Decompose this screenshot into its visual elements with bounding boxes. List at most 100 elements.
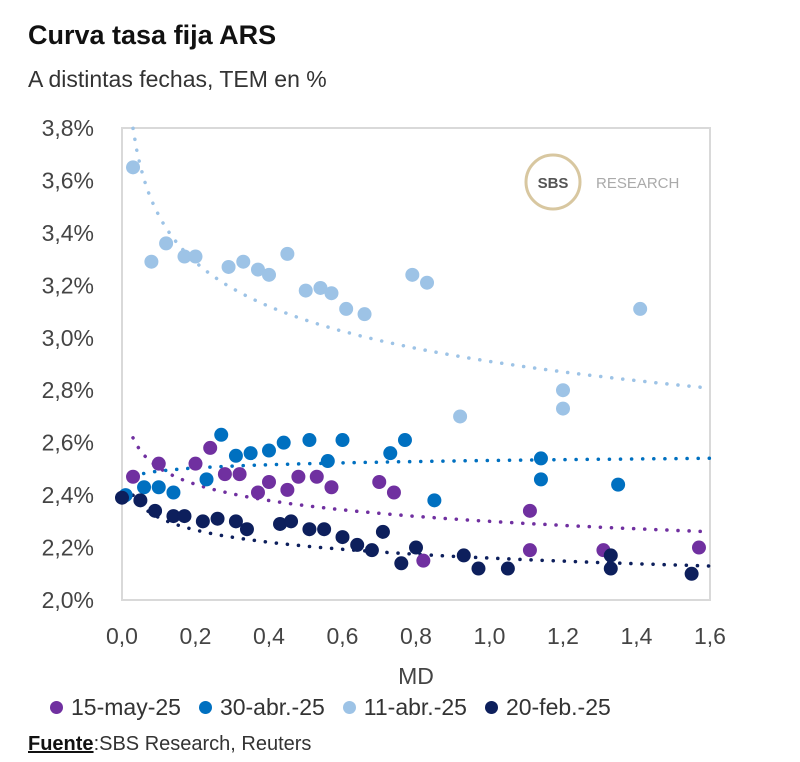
legend-item: 20-feb.-25	[484, 694, 611, 721]
data-point	[262, 267, 276, 282]
data-point	[324, 480, 339, 495]
y-tick-label: 3,0%	[42, 325, 94, 351]
data-point	[210, 511, 225, 526]
data-point	[188, 456, 203, 471]
legend-label: 30-abr.-25	[219, 694, 325, 720]
data-point	[309, 469, 324, 484]
y-tick-label: 2,0%	[42, 587, 94, 613]
logo-text: RESEARCH	[596, 175, 679, 192]
legend-label: 15-may-25	[71, 694, 181, 720]
data-point	[236, 254, 251, 269]
data-point	[148, 503, 163, 518]
data-point	[335, 433, 350, 448]
data-point	[262, 443, 276, 458]
data-point	[284, 514, 299, 529]
trendline	[131, 456, 712, 479]
y-tick-label: 3,4%	[42, 220, 94, 246]
data-point	[335, 530, 350, 545]
x-tick-label: 0,0	[106, 623, 138, 649]
data-point	[409, 540, 423, 555]
legend-label: 20-feb.-25	[505, 694, 611, 720]
data-point	[250, 262, 265, 277]
y-tick-label: 3,8%	[42, 115, 94, 141]
data-point	[633, 301, 648, 316]
data-point	[394, 556, 409, 571]
data-point	[375, 524, 390, 539]
x-tick-label: 1,4	[621, 623, 653, 649]
y-tick-label: 2,4%	[42, 482, 94, 508]
legend-marker	[342, 701, 356, 714]
data-point	[166, 509, 181, 524]
data-point	[243, 446, 258, 461]
x-tick-label: 0,6	[327, 623, 359, 649]
data-point	[320, 454, 335, 469]
data-point	[115, 490, 129, 505]
data-point	[357, 307, 372, 322]
data-point	[533, 451, 548, 466]
y-tick-label: 3,6%	[42, 167, 94, 193]
source-label: Fuente	[28, 733, 94, 755]
data-point	[691, 540, 706, 555]
data-point	[339, 301, 354, 316]
legend: 15-may-25 30-abr.-25 11-abr.-25 20-feb.-25	[50, 694, 611, 721]
data-point	[500, 561, 515, 576]
chart-subtitle: A distintas fechas, TEM en %	[28, 66, 327, 92]
trendline	[131, 436, 712, 534]
x-tick-label: 0,8	[400, 623, 432, 649]
data-point	[151, 480, 166, 495]
data-point	[177, 249, 192, 264]
chart-title: Curva tasa fija ARS	[28, 20, 277, 50]
data-point	[684, 566, 699, 581]
data-point	[214, 427, 229, 442]
source-note: Fuente:SBS Research, Reuters	[28, 733, 311, 756]
data-point	[151, 456, 166, 471]
data-point	[603, 548, 618, 563]
legend-item: 11-abr.-25	[342, 694, 467, 721]
data-point	[372, 475, 387, 489]
data-point	[427, 493, 442, 508]
data-point	[280, 246, 295, 261]
data-point	[522, 503, 537, 518]
data-point	[195, 514, 210, 529]
y-tick-label: 2,6%	[42, 430, 94, 456]
data-point	[298, 283, 313, 298]
data-point	[416, 553, 431, 568]
y-tick-label: 3,2%	[42, 272, 94, 298]
data-point	[203, 440, 218, 455]
data-point	[383, 446, 398, 461]
data-point	[291, 469, 306, 484]
logo-mark: SBS	[538, 175, 569, 192]
data-point	[276, 435, 291, 450]
data-point	[603, 561, 618, 576]
y-tick-label: 2,8%	[42, 377, 94, 403]
data-point	[522, 543, 537, 558]
legend-item: 30-abr.-25	[198, 694, 325, 721]
data-point	[144, 254, 159, 269]
x-tick-label: 1,2	[547, 623, 579, 649]
data-point	[126, 469, 141, 484]
data-point	[126, 160, 141, 175]
x-tick-label: 0,4	[253, 623, 285, 649]
x-tick-label: 1,0	[474, 623, 506, 649]
data-point	[556, 401, 570, 416]
data-point	[137, 480, 152, 495]
data-point	[324, 286, 339, 301]
x-tick-label: 1,6	[694, 623, 726, 649]
x-tick-label: 0,2	[180, 623, 212, 649]
data-point	[302, 433, 317, 448]
data-point	[250, 485, 265, 500]
data-point	[221, 259, 236, 274]
legend-item: 15-may-25	[50, 694, 181, 721]
data-point	[177, 509, 192, 524]
data-point	[405, 267, 420, 282]
data-point	[159, 236, 174, 251]
data-point	[199, 472, 214, 487]
logo-ring	[524, 153, 582, 211]
data-point	[217, 467, 232, 482]
legend-label: 11-abr.-25	[363, 694, 467, 720]
x-axis-label: MD	[398, 663, 434, 689]
data-point	[228, 448, 243, 463]
data-point	[397, 433, 412, 448]
data-point	[350, 537, 365, 552]
